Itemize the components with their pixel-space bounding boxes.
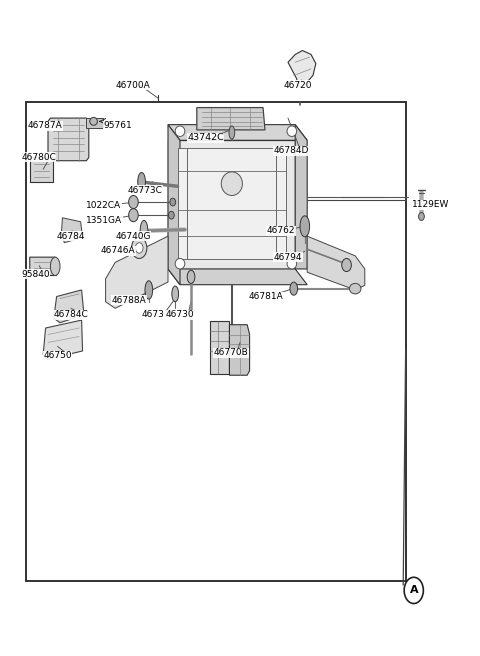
Ellipse shape [300,216,310,237]
Polygon shape [30,157,53,182]
Polygon shape [295,125,307,269]
Ellipse shape [287,126,297,136]
Ellipse shape [170,198,176,206]
Ellipse shape [138,173,145,191]
Ellipse shape [342,258,351,272]
Text: 46788A: 46788A [111,296,146,305]
Text: 46784C: 46784C [54,310,88,319]
Polygon shape [307,236,365,290]
Polygon shape [61,218,83,243]
Ellipse shape [140,220,148,241]
Text: 46780C: 46780C [21,153,56,162]
Ellipse shape [175,126,185,136]
Ellipse shape [172,286,179,302]
Ellipse shape [419,213,424,220]
Ellipse shape [175,258,185,269]
Text: 46773C: 46773C [127,186,162,195]
Text: 46731: 46731 [142,310,170,319]
Text: 43742C: 43742C [187,133,224,142]
Ellipse shape [129,209,138,222]
Text: 1129EW: 1129EW [412,200,449,209]
Circle shape [404,577,423,604]
Polygon shape [288,51,316,87]
Text: 46746A: 46746A [101,246,135,255]
Text: 46784D: 46784D [274,146,309,155]
Text: 46794: 46794 [274,253,302,262]
Polygon shape [54,290,84,323]
Polygon shape [168,269,307,285]
Polygon shape [210,321,229,374]
Ellipse shape [229,126,235,139]
Text: 46720: 46720 [283,81,312,90]
Text: 95840: 95840 [21,270,50,279]
Ellipse shape [135,243,143,253]
Ellipse shape [145,281,153,299]
Polygon shape [178,148,286,259]
Ellipse shape [129,195,138,209]
Text: 95761: 95761 [103,121,132,131]
Polygon shape [168,140,295,269]
Text: 1022CA: 1022CA [86,201,121,211]
Polygon shape [30,257,57,276]
Polygon shape [48,118,89,161]
Ellipse shape [132,237,147,258]
Text: 46730: 46730 [166,310,194,319]
Ellipse shape [221,172,242,195]
Polygon shape [43,320,83,359]
Text: 46784: 46784 [57,232,85,241]
Polygon shape [106,236,168,308]
Ellipse shape [50,257,60,276]
Bar [26,102,406,581]
Polygon shape [86,118,103,128]
Text: A: A [409,585,418,596]
Ellipse shape [349,283,361,294]
Text: 46781A: 46781A [249,292,283,301]
Polygon shape [229,325,250,375]
Ellipse shape [187,270,195,283]
Polygon shape [168,125,180,285]
Text: 46762: 46762 [267,226,295,236]
Text: 46787A: 46787A [28,121,62,131]
Text: 46750: 46750 [43,351,72,360]
Ellipse shape [290,282,298,295]
Text: 46770B: 46770B [214,348,248,358]
Polygon shape [197,108,265,130]
Polygon shape [168,125,307,140]
Ellipse shape [168,211,174,219]
Text: 46700A: 46700A [115,81,150,90]
Ellipse shape [287,258,297,269]
Text: 1351GA: 1351GA [86,216,122,225]
Text: 46740G: 46740G [115,232,151,241]
Ellipse shape [90,117,97,125]
